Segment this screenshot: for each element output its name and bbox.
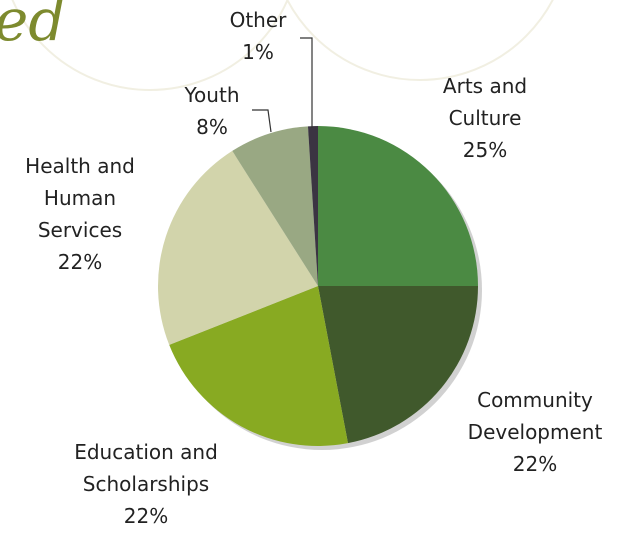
value-label: 22% — [512, 452, 558, 476]
pie-slice — [157, 150, 318, 345]
pie-slice — [318, 286, 478, 444]
decoration-ring — [286, 0, 554, 81]
slice-label: Other 1% — [210, 4, 306, 68]
slice-label: Youth 8% — [160, 79, 264, 143]
slice-label: Education and Scholarships 22% — [62, 436, 230, 532]
leader-line — [300, 37, 313, 128]
pie-slice — [169, 286, 348, 446]
category-name: Health and Human Services — [25, 154, 135, 242]
slice-label: Arts and Culture 25% — [420, 70, 550, 166]
value-label: 1% — [242, 40, 274, 64]
pie-slice — [307, 126, 318, 286]
category-name: Youth — [184, 83, 240, 107]
category-name: Education and Scholarships — [74, 440, 218, 496]
category-name: Arts and Culture — [442, 74, 528, 130]
slice-label: Community Development 22% — [450, 384, 620, 480]
decoration-text: ed — [0, 0, 66, 54]
value-label: 8% — [196, 115, 228, 139]
value-label: 22% — [57, 250, 103, 274]
category-name: Community Development — [467, 388, 603, 444]
slice-label: Health and Human Services 22% — [4, 150, 156, 278]
category-name: Other — [229, 8, 287, 32]
pie-slice — [232, 126, 318, 286]
value-label: 25% — [462, 138, 508, 162]
pie-slice — [318, 126, 478, 286]
leader-line — [252, 109, 272, 133]
decoration-ring — [11, 0, 289, 91]
value-label: 22% — [123, 504, 169, 528]
